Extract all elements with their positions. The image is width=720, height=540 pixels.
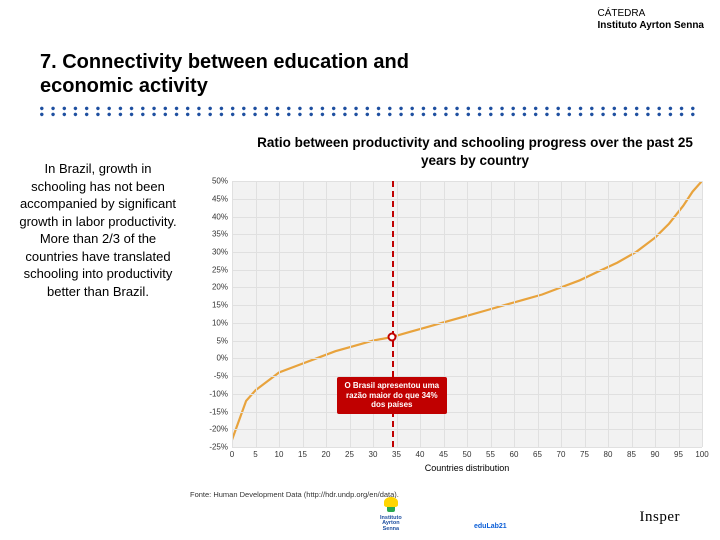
grid-v (303, 181, 304, 447)
xtick-label: 35 (392, 450, 401, 459)
xtick-label: 45 (439, 450, 448, 459)
ytick-label: -15% (209, 407, 228, 416)
ytick-label: 40% (212, 212, 228, 221)
xtick-label: 55 (486, 450, 495, 459)
grid-v (514, 181, 515, 447)
xtick-label: 15 (298, 450, 307, 459)
brazil-callout: O Brasil apresentou uma razão maior do q… (337, 377, 447, 414)
ytick-label: 25% (212, 265, 228, 274)
ytick-label: 5% (216, 336, 228, 345)
xtick-label: 25 (345, 450, 354, 459)
ytick-label: 20% (212, 283, 228, 292)
ytick-label: 50% (212, 177, 228, 186)
ytick-label: 10% (212, 318, 228, 327)
grid-v (538, 181, 539, 447)
xtick-label: 70 (557, 450, 566, 459)
ias-l3: Senna (380, 527, 402, 533)
ytick-label: 35% (212, 230, 228, 239)
brand-line2: Instituto Ayrton Senna (598, 20, 704, 32)
plot-area: -25%-20%-15%-10%-5%0%5%10%15%20%25%30%35… (232, 181, 702, 447)
section-title: 7. Connectivity between education and ec… (40, 50, 460, 98)
grid-v (561, 181, 562, 447)
ytick-label: 0% (216, 354, 228, 363)
ytick-label: 45% (212, 194, 228, 203)
grid-v (467, 181, 468, 447)
x-axis-label: Countries distribution (232, 463, 702, 473)
chart-title: Ratio between productivity and schooling… (250, 134, 700, 169)
xtick-label: 5 (253, 450, 257, 459)
ytick-label: 30% (212, 248, 228, 257)
brazil-marker (387, 333, 396, 342)
xtick-label: 0 (230, 450, 234, 459)
xtick-label: 75 (580, 450, 589, 459)
ytick-label: -25% (209, 443, 228, 452)
grid-v (256, 181, 257, 447)
xtick-label: 80 (604, 450, 613, 459)
ytick-label: -5% (214, 372, 228, 381)
logo-ias: Instituto Ayrton Senna (380, 497, 402, 533)
xtick-label: 40 (416, 450, 425, 459)
dotted-divider: ● ● ● ● ● ● ● ● ● ● ● ● ● ● ● ● ● ● ● ● … (40, 106, 700, 118)
xtick-label: 90 (651, 450, 660, 459)
source-text: Fonte: Human Development Data (http://hd… (190, 490, 399, 499)
xtick-label: 85 (627, 450, 636, 459)
bulb-icon (382, 497, 400, 515)
grid-v (655, 181, 656, 447)
grid-v (326, 181, 327, 447)
grid-v (279, 181, 280, 447)
logo-insper: Insper (640, 509, 681, 526)
xtick-label: 20 (322, 450, 331, 459)
header-brand: CÁTEDRA Instituto Ayrton Senna (598, 8, 704, 32)
xtick-label: 50 (463, 450, 472, 459)
xtick-label: 60 (510, 450, 519, 459)
chart-container: Ratio between productivity and schooling… (190, 134, 710, 484)
grid-v (679, 181, 680, 447)
grid-v (491, 181, 492, 447)
grid-v (585, 181, 586, 447)
grid-h (232, 447, 702, 448)
xtick-label: 95 (674, 450, 683, 459)
body-paragraph: In Brazil, growth in schooling has not b… (18, 160, 178, 300)
xtick-label: 10 (275, 450, 284, 459)
xtick-label: 100 (695, 450, 708, 459)
logo-edulab: eduLab21 (474, 523, 507, 530)
chart-wrap: Ration between productivity and schoolin… (190, 175, 710, 475)
grid-v (232, 181, 233, 447)
grid-v (608, 181, 609, 447)
ytick-label: 15% (212, 301, 228, 310)
grid-v (702, 181, 703, 447)
xtick-label: 30 (369, 450, 378, 459)
ytick-label: -10% (209, 389, 228, 398)
brand-line1: CÁTEDRA (598, 8, 704, 20)
grid-v (632, 181, 633, 447)
xtick-label: 65 (533, 450, 542, 459)
slide-page: CÁTEDRA Instituto Ayrton Senna 7. Connec… (0, 0, 720, 540)
footer-logos: Instituto Ayrton Senna eduLab21 Insper (0, 500, 720, 534)
ytick-label: -20% (209, 425, 228, 434)
